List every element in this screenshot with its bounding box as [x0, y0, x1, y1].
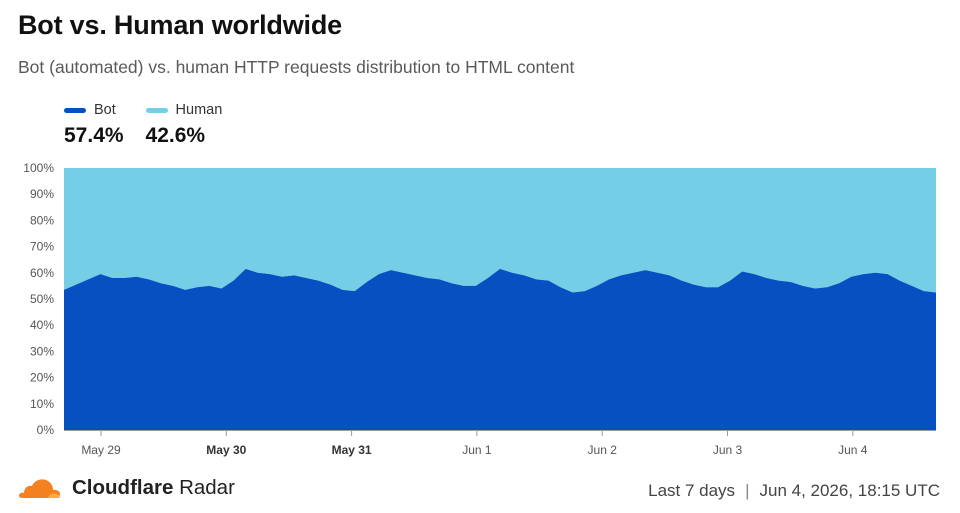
- legend-label-bot: Bot: [94, 102, 116, 118]
- y-tick-label: 90%: [30, 187, 54, 201]
- legend-value-human: 42.6%: [145, 124, 206, 147]
- y-tick-label: 50%: [30, 292, 54, 306]
- x-axis: May 29 May 30 May 31 Jun 1 Jun 2 Jun 3 Jun 4: [64, 430, 936, 457]
- legend-value-bot: 57.4%: [64, 124, 124, 147]
- y-tick-label: 30%: [30, 344, 54, 358]
- y-tick-label: 60%: [30, 266, 54, 280]
- brand-name-bold: Cloudflare: [72, 476, 174, 499]
- x-tick-label: Jun 4: [838, 443, 868, 457]
- y-tick-label: 40%: [30, 318, 54, 332]
- legend-item-human[interactable]: Human 42.6%: [145, 101, 223, 148]
- y-tick-label: 100%: [23, 161, 54, 175]
- y-tick-label: 10%: [30, 397, 54, 411]
- cloudflare-radar-logo[interactable]: Cloudflare Radar: [18, 476, 235, 500]
- y-tick-label: 20%: [30, 371, 54, 385]
- brand-name-rest: Radar: [179, 476, 235, 499]
- chart-legend: Bot 57.4% Human 42.6%: [64, 101, 222, 148]
- footer-meta: Last 7 days | Jun 4, 2026, 18:15 UTC: [648, 481, 940, 501]
- y-tick-label: 70%: [30, 240, 54, 254]
- page-subtitle: Bot (automated) vs. human HTTP requests …: [18, 57, 575, 77]
- x-tick-label: Jun 1: [462, 443, 492, 457]
- legend-swatch-human: [145, 107, 168, 113]
- y-tick-label: 80%: [30, 213, 54, 227]
- cloud-icon: [18, 479, 61, 498]
- plot-area[interactable]: [64, 168, 936, 430]
- brand-name: Cloudflare Radar: [72, 476, 235, 500]
- legend-item-bot[interactable]: Bot 57.4%: [64, 101, 124, 148]
- footer-separator: |: [745, 481, 750, 500]
- date-range-label: Last 7 days: [648, 481, 736, 500]
- series-human-area[interactable]: [64, 168, 936, 293]
- y-tick-label: 0%: [37, 423, 55, 437]
- x-tick-label: May 31: [332, 443, 372, 457]
- x-tick-label: May 29: [81, 443, 121, 457]
- legend-swatch-bot: [64, 107, 86, 113]
- x-tick-label: May 30: [206, 443, 246, 457]
- last-updated-timestamp: Jun 4, 2026, 18:15 UTC: [759, 481, 940, 500]
- series-bot-area[interactable]: [64, 268, 936, 430]
- x-tick-label: Jun 3: [713, 443, 743, 457]
- legend-label-human: Human: [175, 102, 223, 118]
- y-axis: 0% 10% 20% 30% 40% 50% 60% 70% 80% 90% 100%: [23, 161, 54, 437]
- page-title: Bot vs. Human worldwide: [18, 10, 342, 40]
- x-tick-label: Jun 2: [588, 443, 618, 457]
